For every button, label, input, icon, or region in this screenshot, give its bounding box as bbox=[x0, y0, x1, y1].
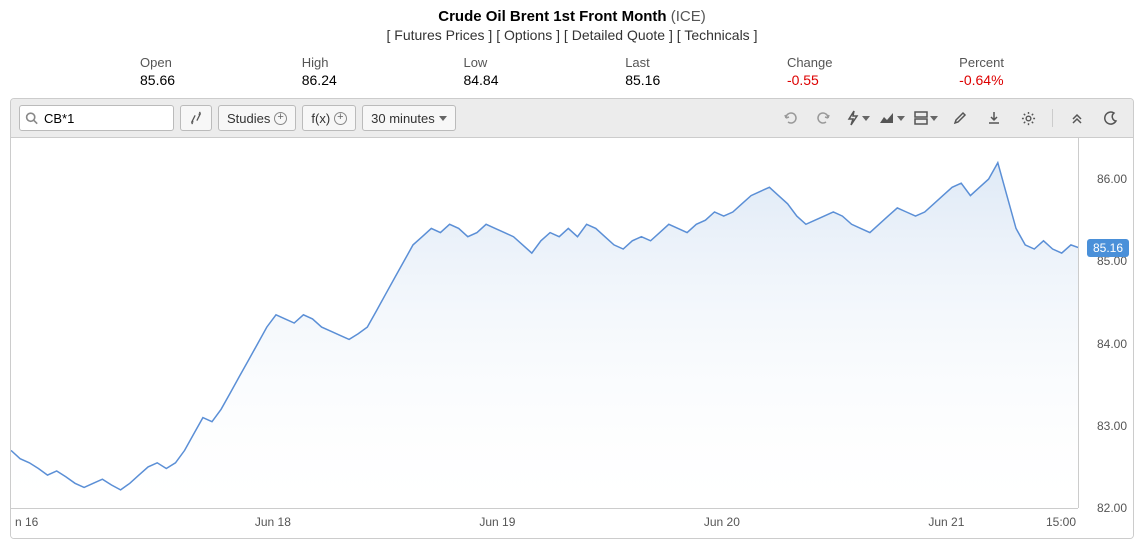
collapse-button[interactable] bbox=[1063, 105, 1091, 131]
stat-open-value: 85.66 bbox=[140, 72, 175, 88]
x-tick-label: Jun 20 bbox=[704, 515, 740, 529]
moon-icon bbox=[1104, 111, 1118, 125]
events-button[interactable] bbox=[844, 105, 872, 131]
nav-options[interactable]: Options bbox=[504, 27, 552, 43]
download-icon bbox=[987, 111, 1001, 125]
toolbar-separator bbox=[1052, 109, 1053, 127]
studies-button[interactable]: Studies bbox=[218, 105, 296, 131]
draw-button[interactable] bbox=[946, 105, 974, 131]
stat-high: High 86.24 bbox=[302, 55, 337, 88]
layout-icon bbox=[914, 111, 928, 125]
studies-label: Studies bbox=[227, 111, 270, 126]
stats-row: Open 85.66 High 86.24 Low 84.84 Last 85.… bbox=[0, 49, 1144, 98]
chevron-up-double-icon bbox=[1070, 111, 1084, 125]
chevron-down-icon bbox=[897, 116, 905, 121]
theme-button[interactable] bbox=[1097, 105, 1125, 131]
price-chart-svg bbox=[11, 138, 1080, 508]
stat-high-value: 86.24 bbox=[302, 72, 337, 88]
chart-title: Crude Oil Brent 1st Front Month (ICE) bbox=[0, 8, 1144, 25]
layout-button[interactable] bbox=[912, 105, 940, 131]
y-tick-label: 84.00 bbox=[1097, 337, 1127, 351]
redo-icon bbox=[816, 110, 832, 126]
chevron-down-icon bbox=[439, 116, 447, 121]
fx-button[interactable]: f(x) bbox=[302, 105, 356, 131]
last-price-tag: 85.16 bbox=[1087, 239, 1129, 257]
stat-percent-value: -0.64% bbox=[959, 72, 1004, 88]
chevron-down-icon bbox=[862, 116, 870, 121]
bolt-icon bbox=[846, 110, 860, 126]
stat-change-label: Change bbox=[787, 55, 833, 70]
stat-open: Open 85.66 bbox=[140, 55, 175, 88]
chart-toolbar: Studies f(x) 30 minutes bbox=[11, 99, 1133, 138]
interval-dropdown[interactable]: 30 minutes bbox=[362, 105, 456, 131]
y-axis[interactable]: 82.0083.0084.0085.0086.0085.16 bbox=[1078, 138, 1133, 508]
stat-last: Last 85.16 bbox=[625, 55, 660, 88]
stat-low: Low 84.84 bbox=[463, 55, 498, 88]
compare-icon bbox=[189, 111, 203, 125]
search-icon bbox=[25, 112, 38, 125]
chart-container: Studies f(x) 30 minutes bbox=[10, 98, 1134, 539]
compare-button[interactable] bbox=[180, 105, 212, 131]
stat-low-label: Low bbox=[463, 55, 498, 70]
plus-icon bbox=[274, 112, 287, 125]
undo-button[interactable] bbox=[776, 105, 804, 131]
redo-button[interactable] bbox=[810, 105, 838, 131]
download-button[interactable] bbox=[980, 105, 1008, 131]
title-main: Crude Oil Brent 1st Front Month bbox=[438, 8, 666, 25]
nav-technicals[interactable]: Technicals bbox=[684, 27, 749, 43]
fx-label: f(x) bbox=[311, 111, 330, 126]
y-tick-label: 82.00 bbox=[1097, 501, 1127, 515]
chart-type-icon bbox=[879, 111, 895, 125]
nav-futures-prices[interactable]: Futures Prices bbox=[394, 27, 484, 43]
stat-high-label: High bbox=[302, 55, 337, 70]
stat-open-label: Open bbox=[140, 55, 175, 70]
y-tick-label: 83.00 bbox=[1097, 419, 1127, 433]
interval-label: 30 minutes bbox=[371, 111, 435, 126]
y-tick-label: 86.00 bbox=[1097, 172, 1127, 186]
x-tick-label: 15:00 bbox=[1046, 515, 1076, 529]
stat-percent-label: Percent bbox=[959, 55, 1004, 70]
settings-button[interactable] bbox=[1014, 105, 1042, 131]
x-tick-label: n 16 bbox=[15, 515, 38, 529]
x-tick-label: Jun 21 bbox=[928, 515, 964, 529]
plus-icon bbox=[334, 112, 347, 125]
chart-type-button[interactable] bbox=[878, 105, 906, 131]
title-exchange: (ICE) bbox=[671, 8, 706, 25]
pencil-icon bbox=[953, 111, 967, 125]
stat-last-label: Last bbox=[625, 55, 660, 70]
x-tick-label: Jun 19 bbox=[479, 515, 515, 529]
stat-last-value: 85.16 bbox=[625, 72, 660, 88]
undo-icon bbox=[782, 110, 798, 126]
gear-icon bbox=[1021, 111, 1036, 126]
x-axis[interactable]: n 16 Jun 18 Jun 19 Jun 20 Jun 21 15:00 bbox=[11, 508, 1078, 538]
stat-change: Change -0.55 bbox=[787, 55, 833, 88]
stat-percent: Percent -0.64% bbox=[959, 55, 1004, 88]
chart-plot-area[interactable]: 82.0083.0084.0085.0086.0085.16 n 16Jun 1… bbox=[11, 138, 1133, 538]
nav-detailed-quote[interactable]: Detailed Quote bbox=[572, 27, 665, 43]
nav-links: [ Futures Prices ] [ Options ] [ Detaile… bbox=[0, 25, 1144, 45]
chevron-down-icon bbox=[930, 116, 938, 121]
x-tick-label: Jun 18 bbox=[255, 515, 291, 529]
symbol-search-input[interactable] bbox=[19, 105, 174, 131]
stat-change-value: -0.55 bbox=[787, 72, 833, 88]
stat-low-value: 84.84 bbox=[463, 72, 498, 88]
